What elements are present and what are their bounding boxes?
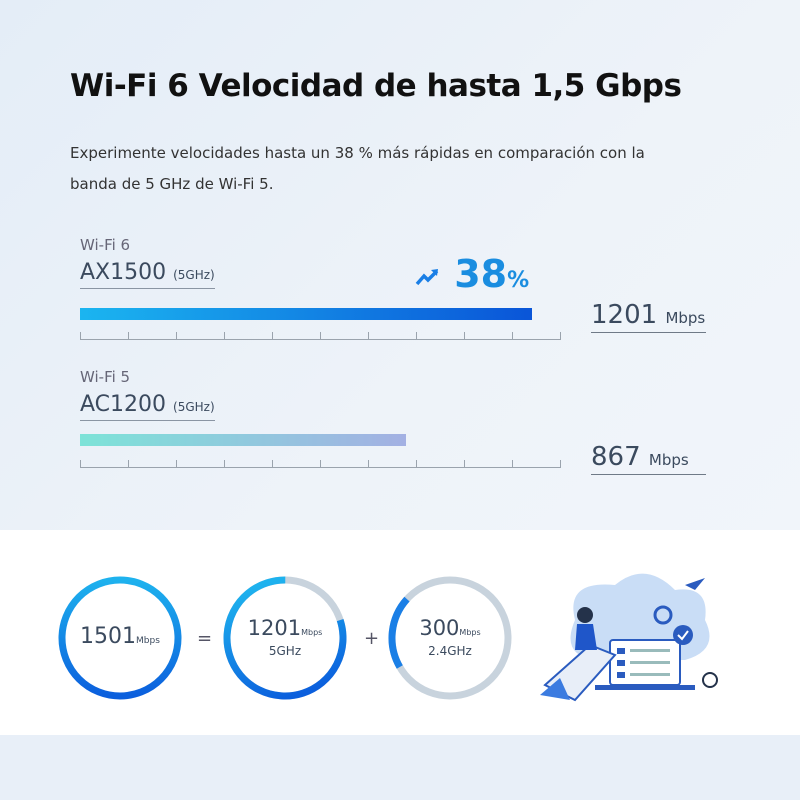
band24-ring [388, 576, 512, 700]
axis-tick [176, 332, 177, 340]
band24-value: 300Mbps 2.4GHz [385, 616, 515, 659]
axis-tick [320, 460, 321, 468]
axis-tick [128, 332, 129, 340]
wifi6-axis [80, 332, 561, 340]
model-band: (5GHz) [173, 400, 215, 414]
axis-tick [464, 332, 465, 340]
ring-unit: Mbps [459, 628, 481, 637]
ring-value: 1201 [247, 616, 302, 640]
axis-tick [272, 332, 273, 340]
total-value: 1501Mbps [55, 624, 185, 649]
ring-value: 1501 [80, 624, 137, 649]
axis-tick [416, 460, 417, 468]
axis-tick [320, 332, 321, 340]
axis-tick [272, 460, 273, 468]
axis-tick [416, 332, 417, 340]
axis-tick [80, 332, 81, 340]
footer-band [0, 735, 800, 800]
band5-value: 1201Mbps 5GHz [220, 616, 350, 659]
page-subtitle: Experimente velocidades hasta un 38 % má… [70, 144, 645, 193]
axis-tick [512, 332, 513, 340]
increase-badge: 38% [415, 252, 529, 296]
wifi6-model: AX1500 (5GHz) [80, 260, 215, 289]
equals-sign: = [197, 628, 213, 649]
axis-tick [224, 460, 225, 468]
plus-sign: + [364, 628, 380, 649]
total-ring [58, 576, 182, 700]
ring-unit: Mbps [301, 628, 323, 637]
wifi5-speed-bar [80, 434, 407, 446]
axis-tick [224, 332, 225, 340]
speed-value: 867 [591, 442, 641, 472]
wifi6-speed: 1201 Mbps [591, 300, 706, 333]
axis-tick [176, 460, 177, 468]
wifi5-speed: 867 Mbps [591, 442, 706, 475]
ring-unit: Mbps [136, 636, 160, 646]
increase-value: 38 [454, 252, 508, 296]
axis-tick [368, 460, 369, 468]
axis-tick [80, 460, 81, 468]
model-name: AX1500 [80, 260, 167, 285]
trending-up-icon [415, 268, 439, 285]
ring-arc [58, 576, 182, 700]
model-band: (5GHz) [173, 268, 215, 282]
wifi5-label: Wi-Fi 5 [80, 368, 131, 386]
speed-unit: Mbps [665, 309, 706, 327]
wifi5-model: AC1200 (5GHz) [80, 392, 215, 421]
axis-tick [128, 460, 129, 468]
ring-band: 5GHz [268, 644, 302, 658]
ring-value: 300 [419, 616, 460, 640]
speed-value: 1201 [591, 300, 658, 330]
axis-tick [512, 460, 513, 468]
model-name: AC1200 [80, 392, 167, 417]
wifi5-axis [80, 460, 561, 468]
ring-band: 2.4GHz [428, 644, 472, 658]
axis-tick [464, 460, 465, 468]
axis-tick [560, 332, 561, 340]
page-title: Wi-Fi 6 Velocidad de hasta 1,5 Gbps [70, 68, 682, 104]
ring-arc [223, 576, 347, 700]
wifi6-speed-bar [80, 308, 533, 320]
axis-tick [368, 332, 369, 340]
speed-unit: Mbps [648, 451, 689, 469]
axis-tick [560, 460, 561, 468]
increase-unit: % [507, 268, 530, 293]
band5-ring [223, 576, 347, 700]
rocket-illustration-icon [540, 573, 718, 702]
wifi6-label: Wi-Fi 6 [80, 236, 131, 254]
